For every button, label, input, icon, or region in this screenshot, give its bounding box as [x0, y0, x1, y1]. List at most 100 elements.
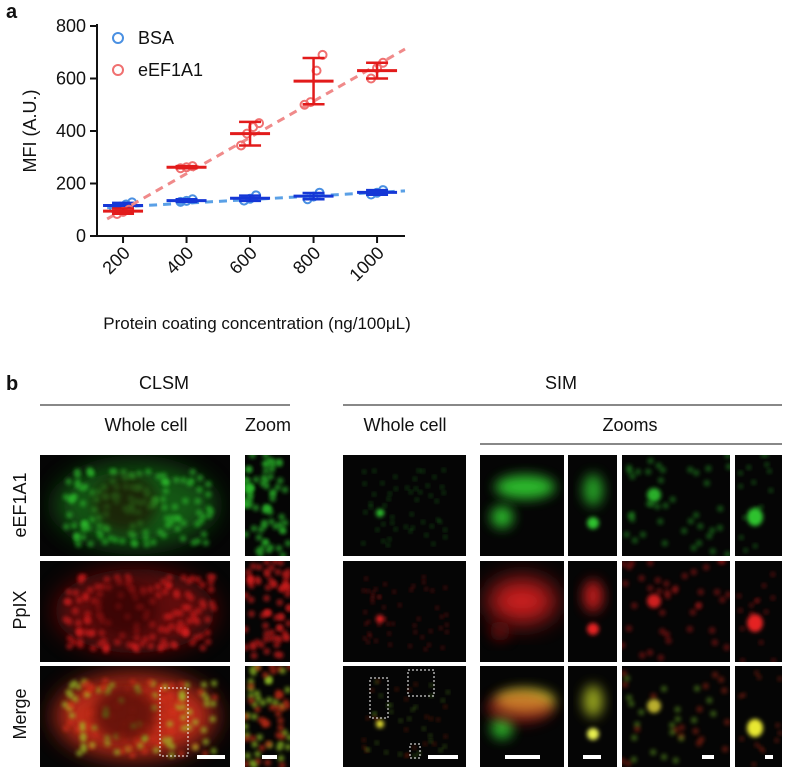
signal — [671, 587, 678, 594]
signal — [377, 623, 381, 627]
signal — [142, 534, 149, 541]
signal — [678, 724, 685, 731]
signal — [169, 743, 176, 750]
signal — [272, 699, 279, 706]
signal — [672, 757, 679, 764]
signal — [413, 630, 417, 634]
signal — [693, 512, 700, 519]
row-label: PpIX — [10, 590, 30, 629]
signal — [624, 675, 631, 682]
signal — [190, 610, 197, 617]
signal — [374, 587, 378, 591]
signal — [120, 469, 127, 476]
panel-label: a — [6, 1, 18, 23]
signal — [711, 639, 718, 646]
signal — [762, 583, 767, 588]
y-tick-label: 400 — [56, 121, 86, 141]
signal — [90, 645, 97, 652]
signal — [443, 744, 447, 748]
signal — [445, 630, 449, 634]
signal — [153, 724, 160, 731]
signal — [363, 482, 367, 486]
signal — [431, 542, 435, 546]
signal — [379, 694, 383, 698]
signal — [133, 634, 140, 641]
signal — [251, 525, 258, 532]
signal — [200, 513, 207, 520]
signal — [155, 473, 162, 480]
signal — [439, 626, 443, 630]
signal — [710, 710, 717, 717]
signal — [639, 652, 646, 659]
signal — [655, 462, 662, 469]
signal — [75, 541, 82, 548]
signal — [371, 600, 375, 604]
signal — [210, 605, 217, 612]
signal — [86, 710, 93, 717]
signal — [754, 742, 759, 747]
signal — [686, 626, 693, 633]
y-tick-label: 600 — [56, 69, 86, 89]
signal — [417, 751, 421, 755]
image-content — [361, 468, 447, 547]
signal — [262, 622, 269, 629]
signal — [77, 577, 84, 584]
signal — [687, 466, 694, 473]
signal — [96, 529, 103, 536]
signal — [421, 469, 425, 473]
signal — [425, 715, 429, 719]
signal — [264, 677, 271, 684]
signal — [742, 515, 747, 520]
signal — [245, 760, 250, 767]
signal — [255, 547, 262, 554]
signal — [657, 518, 664, 525]
signal — [176, 700, 183, 707]
signal — [257, 716, 264, 723]
signal — [251, 762, 258, 767]
signal — [363, 510, 367, 514]
signal — [276, 599, 283, 606]
signal — [245, 644, 249, 651]
signal — [583, 474, 603, 506]
signal — [687, 518, 694, 525]
signal — [429, 683, 433, 687]
signal — [254, 751, 261, 758]
signal — [284, 686, 290, 693]
signal — [622, 580, 629, 587]
column-title: Zoom — [245, 415, 291, 435]
signal — [202, 539, 209, 546]
signal — [628, 700, 635, 707]
y-tick-label: 0 — [76, 226, 86, 246]
legend-label: eEF1A1 — [138, 60, 203, 80]
signal — [245, 752, 251, 759]
signal — [68, 702, 75, 709]
signal — [634, 726, 641, 733]
signal — [650, 693, 657, 700]
signal — [369, 502, 373, 506]
image-bg — [622, 666, 730, 767]
image-content — [362, 669, 450, 759]
signal — [638, 709, 645, 716]
signal — [166, 736, 173, 743]
signal — [678, 735, 685, 742]
signal — [249, 455, 256, 459]
signal — [199, 599, 206, 606]
signal — [690, 568, 697, 575]
signal — [112, 536, 119, 543]
signal — [281, 486, 288, 493]
group-title: SIM — [545, 373, 577, 393]
micrograph — [568, 666, 617, 767]
signal — [370, 688, 374, 692]
column-title: Whole cell — [104, 415, 187, 435]
column-title: Whole cell — [363, 415, 446, 435]
signal — [277, 561, 284, 566]
signal — [659, 467, 666, 474]
signal — [160, 472, 167, 479]
signal — [622, 561, 627, 568]
signal — [178, 681, 185, 688]
signal — [65, 478, 72, 485]
signal — [681, 572, 688, 579]
signal — [99, 629, 106, 636]
signal — [63, 598, 70, 605]
signal — [84, 680, 91, 687]
